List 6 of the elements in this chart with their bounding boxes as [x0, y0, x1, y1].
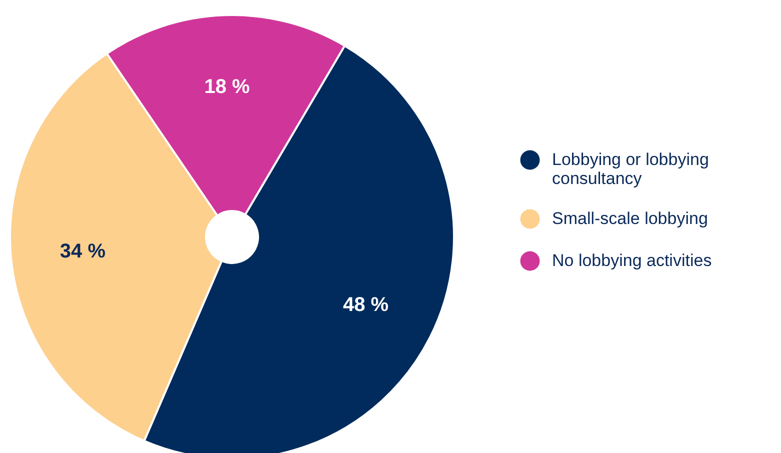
legend-label: No lobbying activities [552, 251, 712, 270]
data-label: 18 % [204, 76, 250, 98]
legend-label: Small-scale lobbying [552, 209, 708, 228]
data-label: 48 % [342, 294, 389, 316]
legend-label: Lobbying or lobbying consultancy [552, 150, 709, 188]
data-label: 34 % [60, 240, 106, 262]
